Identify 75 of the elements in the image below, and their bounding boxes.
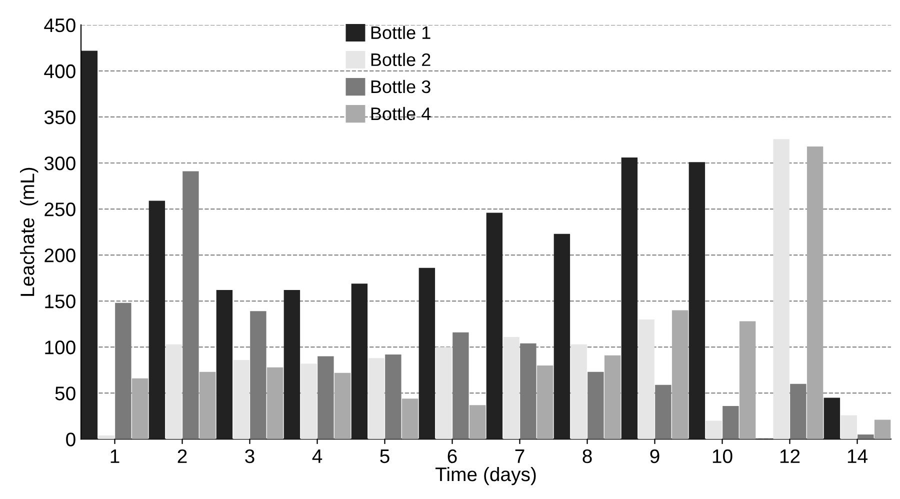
x-tick-label: 4 [312, 450, 322, 463]
bar [250, 311, 266, 440]
bar [182, 171, 199, 440]
y-tick-label: 50 [55, 386, 76, 400]
bar [216, 290, 233, 440]
bar [148, 200, 166, 440]
bar [554, 234, 570, 440]
bar [672, 310, 688, 440]
bar [266, 367, 284, 440]
bar [722, 406, 739, 440]
y-tick-label: 200 [44, 248, 76, 262]
y-tick-label: 450 [44, 18, 76, 32]
bar [570, 344, 587, 440]
bar [318, 356, 334, 440]
x-tick-label: 8 [582, 449, 592, 464]
y-tick-label: 350 [44, 110, 76, 124]
bar [536, 365, 554, 440]
bar [874, 420, 891, 440]
bar [351, 284, 368, 440]
x-tick-label: 5 [380, 450, 390, 464]
bar [385, 354, 402, 440]
legend-label: Bottle 4 [371, 106, 431, 120]
bar [452, 332, 469, 440]
bar [588, 372, 604, 440]
bar [503, 336, 520, 440]
bar [284, 290, 300, 440]
bar [739, 321, 756, 440]
bar [402, 398, 418, 440]
bar [334, 372, 351, 440]
bar [166, 344, 182, 440]
legend-label: Bottle 3 [371, 80, 430, 94]
bar [132, 378, 148, 440]
bar [824, 398, 840, 440]
bar [706, 420, 722, 440]
x-tick-label: 12 [780, 449, 800, 463]
legend-label: Bottle 2 [371, 52, 430, 66]
bar [840, 415, 857, 440]
bar [638, 319, 654, 440]
bar [604, 355, 621, 440]
y-tick-label: 100 [45, 340, 76, 354]
bar [806, 146, 824, 440]
x-tick-label: 14 [848, 450, 868, 463]
bar [790, 384, 806, 440]
bar [199, 372, 216, 440]
bar [436, 347, 452, 440]
legend-label: Bottle 1 [371, 26, 430, 40]
x-tick-label: 6 [448, 449, 457, 464]
bar [81, 50, 98, 440]
bar [858, 434, 874, 440]
x-tick-label: 10 [712, 449, 732, 464]
y-tick-label: 150 [45, 294, 76, 308]
bar [418, 268, 436, 440]
x-tick-label: 7 [515, 450, 524, 463]
bar [773, 139, 790, 440]
bar [655, 384, 672, 440]
bar [368, 358, 384, 440]
x-axis-title: Time (days) [435, 466, 536, 486]
x-tick-label: 9 [650, 449, 660, 464]
bar [300, 364, 317, 440]
bar [98, 435, 114, 440]
y-axis-title: Leachate (mL) [20, 168, 38, 296]
x-tick-label: 2 [178, 449, 187, 463]
bar [486, 212, 503, 440]
x-tick-label: 1 [110, 450, 120, 463]
bar [520, 343, 536, 440]
bar [115, 302, 132, 440]
bar [688, 162, 706, 440]
y-tick-label: 0 [66, 432, 76, 446]
y-tick-label: 400 [44, 64, 76, 78]
y-tick-label: 300 [44, 156, 76, 170]
y-tick-label: 250 [44, 202, 76, 216]
bar [621, 157, 638, 440]
x-tick-label: 3 [245, 449, 254, 464]
bar [233, 360, 250, 440]
bar [469, 405, 486, 440]
